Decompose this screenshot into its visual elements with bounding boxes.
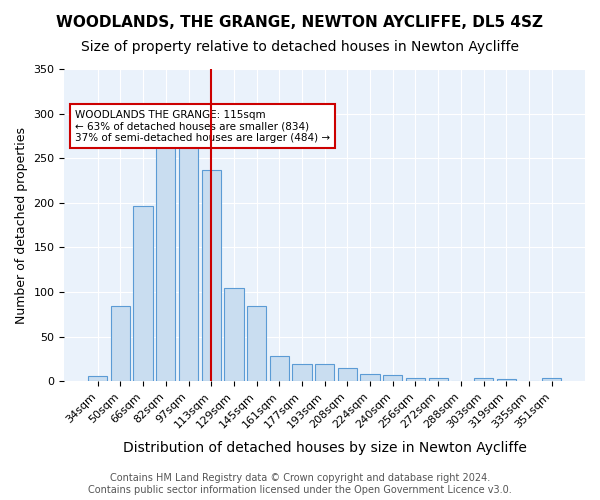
Bar — [542, 378, 562, 381]
Bar — [88, 376, 107, 381]
Bar — [406, 378, 425, 381]
Y-axis label: Number of detached properties: Number of detached properties — [15, 126, 28, 324]
Bar — [247, 306, 266, 381]
Bar — [361, 374, 380, 381]
Text: WOODLANDS, THE GRANGE, NEWTON AYCLIFFE, DL5 4SZ: WOODLANDS, THE GRANGE, NEWTON AYCLIFFE, … — [56, 15, 544, 30]
Bar — [224, 288, 244, 381]
Bar — [179, 136, 198, 381]
X-axis label: Distribution of detached houses by size in Newton Aycliffe: Distribution of detached houses by size … — [123, 441, 527, 455]
Bar — [428, 378, 448, 381]
Text: Size of property relative to detached houses in Newton Aycliffe: Size of property relative to detached ho… — [81, 40, 519, 54]
Bar — [111, 306, 130, 381]
Bar — [474, 378, 493, 381]
Text: Contains HM Land Registry data © Crown copyright and database right 2024.
Contai: Contains HM Land Registry data © Crown c… — [88, 474, 512, 495]
Text: WOODLANDS THE GRANGE: 115sqm
← 63% of detached houses are smaller (834)
37% of s: WOODLANDS THE GRANGE: 115sqm ← 63% of de… — [75, 110, 330, 143]
Bar — [156, 133, 175, 381]
Bar — [338, 368, 357, 381]
Bar — [292, 364, 311, 381]
Bar — [315, 364, 334, 381]
Bar — [383, 375, 403, 381]
Bar — [497, 380, 516, 381]
Bar — [202, 170, 221, 381]
Bar — [269, 356, 289, 381]
Bar — [133, 206, 153, 381]
